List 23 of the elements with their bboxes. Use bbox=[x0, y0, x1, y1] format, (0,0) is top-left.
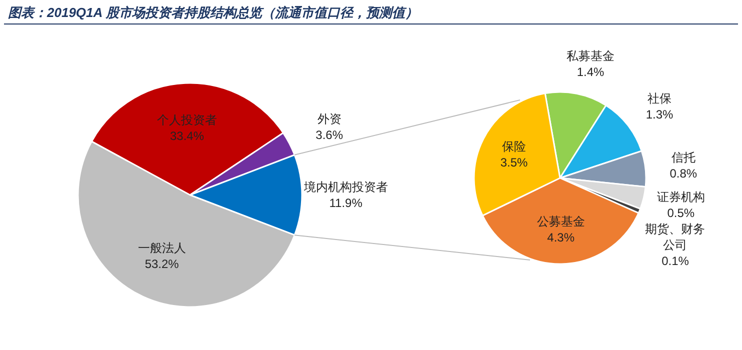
slice-label: 境内机构投资者 bbox=[302, 180, 388, 194]
slice-label: 信托 bbox=[671, 150, 696, 164]
slice-label: 保险 bbox=[502, 140, 526, 154]
data-label: 3.6% bbox=[316, 128, 344, 142]
slice-label: 公募基金 bbox=[536, 214, 585, 229]
slice-label: 外资 bbox=[317, 112, 342, 126]
data-label: 1.3% bbox=[646, 108, 674, 122]
slice-label: 社保 bbox=[648, 92, 672, 106]
data-label: 0.1% bbox=[662, 254, 690, 268]
slice-label: 一般法人 bbox=[138, 241, 186, 256]
data-label: 33.4% bbox=[170, 128, 204, 143]
slice-label: 私募基金 bbox=[566, 49, 615, 64]
slice-label: 个人投资者 bbox=[157, 112, 218, 127]
data-label: 53.2% bbox=[144, 257, 180, 272]
data-label: 11.9% bbox=[329, 196, 363, 210]
data-label: 0.5% bbox=[667, 206, 695, 220]
slice-label: 期货、财务公司 bbox=[645, 222, 706, 252]
data-label: 3.5% bbox=[500, 156, 528, 170]
data-label: 1.4% bbox=[576, 65, 605, 80]
chart-title: 图表：2019Q1A 股市场投资者持股结构总览（流通市值口径，预测值） bbox=[8, 5, 418, 20]
slice-label: 证券机构 bbox=[656, 190, 705, 204]
data-label: 0.8% bbox=[670, 166, 698, 180]
data-label: 4.3% bbox=[547, 230, 575, 245]
